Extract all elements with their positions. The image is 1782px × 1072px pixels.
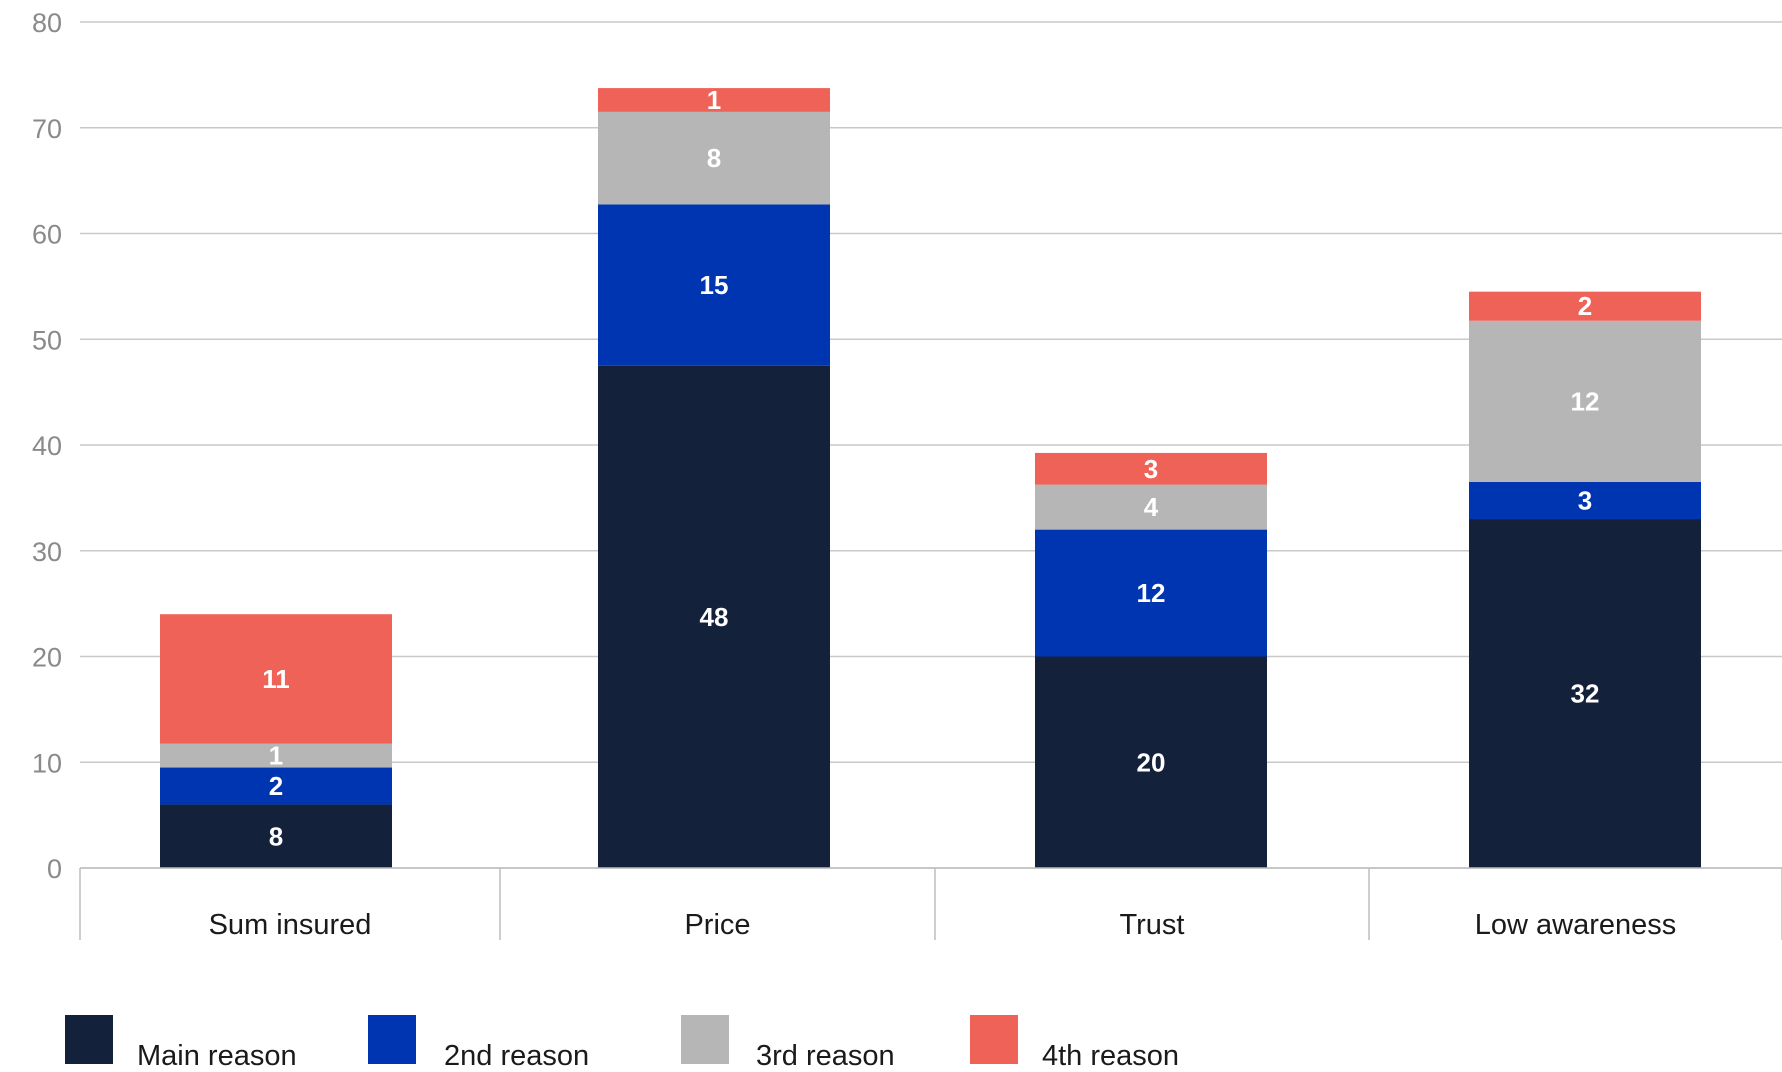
bar-segment xyxy=(1035,529,1267,657)
y-tick-label: 10 xyxy=(32,748,62,778)
x-tick-label: Trust xyxy=(1120,909,1185,941)
data-label: 3 xyxy=(1578,486,1592,516)
y-tick-label: 30 xyxy=(32,537,62,567)
bar-segment xyxy=(160,804,392,868)
x-tick-label: Price xyxy=(684,909,750,941)
y-tick-label: 40 xyxy=(32,431,62,461)
y-tick-label: 80 xyxy=(32,8,62,38)
bars xyxy=(160,88,1701,868)
data-label: 1 xyxy=(269,741,283,771)
legend-label: Main reason xyxy=(137,1040,297,1067)
legend-swatch xyxy=(368,1015,416,1064)
bar-segment xyxy=(598,111,830,205)
bar-segment xyxy=(1035,656,1267,868)
legend-label: 2nd reason xyxy=(444,1040,589,1067)
bar-segment xyxy=(1469,320,1701,483)
data-label: 2 xyxy=(1578,291,1592,321)
data-label: 32 xyxy=(1571,679,1600,709)
bar-segment xyxy=(1035,484,1267,530)
y-axis-ticks: 0 10 20 30 40 50 60 70 80 xyxy=(32,8,62,884)
bar-segment xyxy=(598,365,830,868)
data-label: 48 xyxy=(700,602,729,632)
data-label: 15 xyxy=(700,270,729,300)
data-label: 3 xyxy=(1144,454,1158,484)
data-label: 12 xyxy=(1137,578,1166,608)
legend-swatch xyxy=(65,1015,113,1064)
x-tick-label: Sum insured xyxy=(209,909,372,941)
data-label: 20 xyxy=(1137,747,1166,777)
y-tick-label: 60 xyxy=(32,220,62,250)
data-label: 4 xyxy=(1144,492,1159,522)
y-tick-label: 20 xyxy=(32,643,62,673)
data-label: 8 xyxy=(707,143,721,173)
bar-segment xyxy=(160,743,392,768)
data-label: 8 xyxy=(269,821,283,851)
legend-swatch xyxy=(681,1015,729,1064)
bar-segment xyxy=(1469,519,1701,868)
bar-segment xyxy=(1469,482,1701,520)
x-tick-label: Low awareness xyxy=(1475,909,1677,941)
y-tick-label: 0 xyxy=(47,854,62,884)
legend-swatch xyxy=(970,1015,1018,1064)
legend: Main reason 2nd reason 3rd reason 4th reaso… xyxy=(65,1015,1179,1072)
x-axis: Sum insured Price Trust Low awareness xyxy=(79,867,1782,941)
bar-segment xyxy=(1035,452,1267,485)
y-tick-label: 50 xyxy=(32,325,62,355)
legend-label: 4th reason xyxy=(1042,1040,1179,1067)
bar-segment xyxy=(1469,291,1701,321)
bar-segment xyxy=(160,614,392,744)
y-tick-label: 70 xyxy=(32,114,62,144)
legend-label: 3rd reason xyxy=(756,1040,895,1067)
data-label: 12 xyxy=(1571,386,1600,416)
bar-segment xyxy=(598,88,830,112)
data-label: 2 xyxy=(269,771,283,801)
bar-segment xyxy=(160,767,392,805)
data-label: 1 xyxy=(707,85,721,115)
data-label: 11 xyxy=(262,664,290,694)
bar-segment xyxy=(598,204,830,366)
